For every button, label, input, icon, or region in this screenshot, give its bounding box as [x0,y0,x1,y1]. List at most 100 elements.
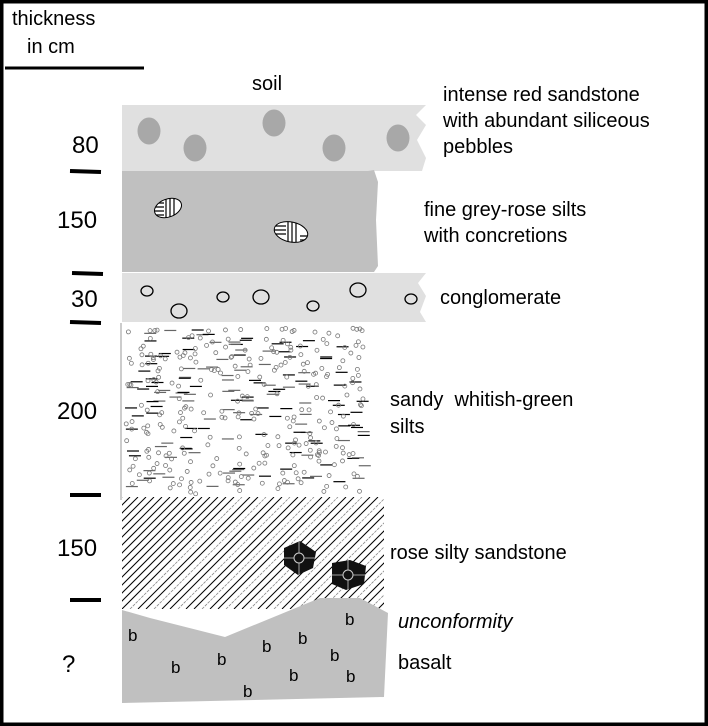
dot [193,359,199,365]
dot [354,366,360,372]
dot [360,344,366,350]
dot [139,402,144,408]
dot [146,454,152,460]
dot [207,434,213,440]
unconformity-label: unconformity [398,611,513,633]
dot [346,452,352,458]
dot [228,354,234,360]
dot [187,485,193,490]
dot [306,407,312,413]
dot [274,349,280,355]
basalt-symbol: b [330,646,339,665]
hatch-line [129,497,243,609]
dot [293,437,298,443]
dot [247,362,253,368]
dot [290,418,296,424]
dot [324,341,330,346]
hatch-line [209,497,323,609]
dot [313,382,319,388]
dot [253,406,259,412]
dot [354,326,360,332]
clast [306,300,320,312]
dot [145,378,151,384]
clast [170,303,188,319]
dot [208,392,213,398]
dot [326,330,332,336]
desc-red-sandstone-3: pebbles [443,136,513,158]
dot [313,370,318,376]
clast [252,289,270,305]
dot [210,463,216,469]
nodule [332,560,366,590]
hatch-line [122,497,163,538]
hatch-line [122,497,147,522]
dot [147,478,152,484]
dot [348,350,354,356]
dot [167,485,173,491]
hatch-line [337,562,384,609]
basalt-symbol: b [345,610,354,629]
concretion [273,221,310,244]
dot [316,453,322,458]
dot [326,473,332,478]
dot [136,472,142,478]
hatch-line [361,586,384,609]
hatch-line [122,497,187,562]
concretion [152,197,183,220]
dot [269,345,275,351]
hatch-line [305,530,384,609]
dot [334,436,340,441]
dot [308,435,313,441]
dot [177,419,182,425]
dot [123,421,129,427]
nodule [284,541,316,575]
hatch-line [281,506,384,609]
dot [232,479,238,485]
dot [265,443,271,448]
dot [158,353,164,359]
dot [278,362,284,368]
dot [146,470,152,476]
desc-red-sandstone-1: intense red sandstone [443,84,640,106]
dot [246,356,252,362]
dot [130,463,136,469]
dot [156,374,162,380]
hatch-line [169,497,283,609]
dot [139,362,145,368]
hatch-line [161,497,275,609]
dot [336,402,341,408]
dot [296,442,302,448]
dot [206,471,212,477]
dot [276,443,282,449]
hatch-line [249,497,363,609]
dot [129,426,135,432]
dot [340,445,345,451]
dot [299,407,305,413]
dot [186,335,191,340]
dot [308,454,313,460]
dot [292,440,297,446]
dot [289,329,295,334]
dot [314,395,320,400]
dot [225,336,231,342]
dot [127,382,133,387]
dot [188,480,194,485]
dot [329,420,335,425]
dot [219,414,225,420]
dot [223,327,228,333]
pebble [386,124,410,152]
dot [144,448,150,454]
dot [162,356,168,362]
dot [177,482,182,488]
dot [211,368,217,374]
soil-label: soil [252,73,282,95]
dot [154,327,160,333]
dot [282,360,288,365]
dot [354,473,360,479]
hatch-line [122,497,235,609]
dot [321,425,327,431]
dot [132,456,138,462]
desc-rose-sandstone: rose silty sandstone [390,542,567,564]
